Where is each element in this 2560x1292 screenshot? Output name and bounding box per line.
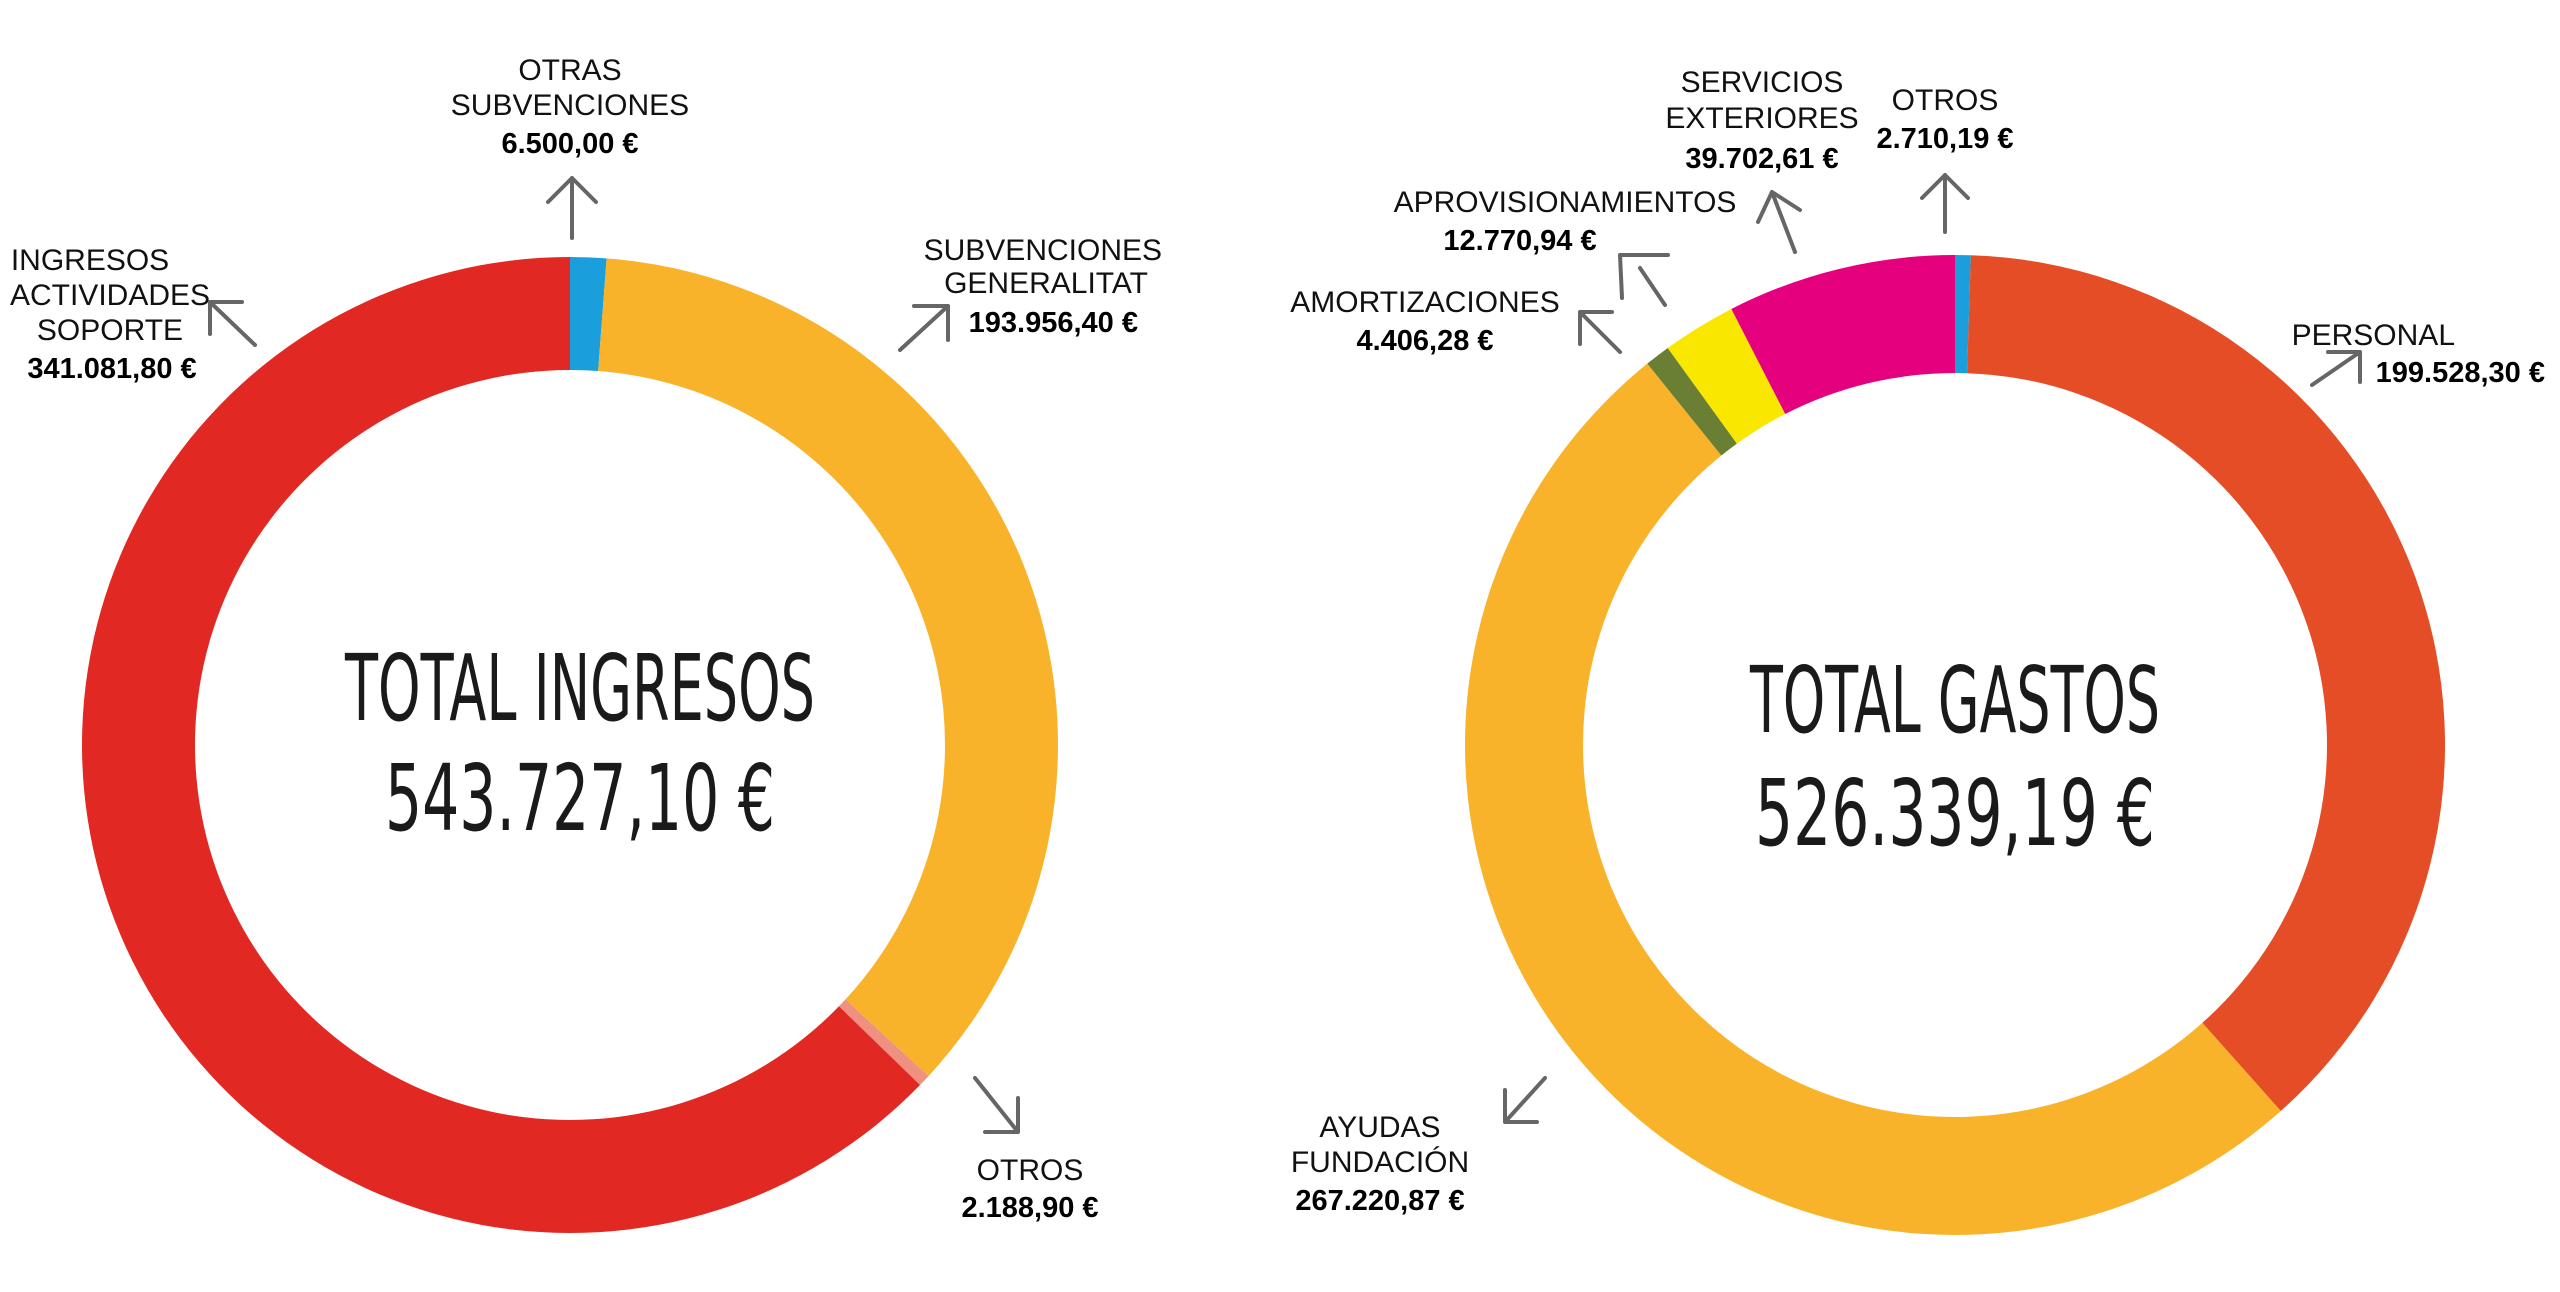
income-total-value: 543.727,10 € [385,745,775,852]
expenses-center-total: TOTAL GASTOS 526.339,19 € [1749,647,2160,867]
label-amortizaciones-line1: AMORTIZACIONES [1290,286,1559,319]
expenses-total-title: TOTAL GASTOS [1749,647,2160,754]
value-otros-income: 2.188,90 € [961,1192,1098,1224]
value-aprovisionamientos: 12.770,94 € [1443,225,1596,257]
label-subvenciones-generalitat-line1: SUBVENCIONES [924,234,1162,267]
label-ingresos-line3: SOPORTE [37,314,183,347]
arrow-up-left-icon [1578,310,1622,354]
income-total-title: TOTAL INGRESOS [344,635,815,742]
label-servicios-exteriores: SERVICIOS EXTERIORES 39.702,61 € [1665,66,1859,254]
label-otras-subvenciones: OTRAS SUBVENCIONES 6.500,00 € [451,54,689,240]
label-otras-subvenciones-line1: OTRAS [518,54,621,87]
label-otros-income-line1: OTROS [977,1154,1084,1187]
donut-slice-income-2 [838,999,929,1086]
label-ayudas-fundacion: AYUDAS FUNDACIÓN 267.220,87 € [1291,1076,1547,1217]
arrow-down-left-icon [1503,1076,1547,1124]
label-aprovisionamientos-line1: APROVISIONAMIENTOS [1394,186,1737,219]
income-slices [81,257,1058,1234]
label-servicios-line1: SERVICIOS [1681,66,1844,99]
value-servicios-exteriores: 39.702,61 € [1685,143,1838,175]
arrow-up-icon [1920,173,1970,234]
value-ayudas-fundacion: 267.220,87 € [1295,1185,1464,1217]
label-subvenciones-generalitat: SUBVENCIONES GENERALITAT 193.956,40 € [898,234,1162,352]
value-ingresos-actividades: 341.081,80 € [27,353,196,385]
expenses-slices [1464,255,2445,1235]
arrow-down-right-icon [973,1076,1020,1134]
arrow-up-icon [546,176,598,240]
label-subvenciones-generalitat-line2: GENERALITAT [944,267,1148,300]
label-otras-subvenciones-line2: SUBVENCIONES [451,89,689,122]
label-otros-expenses-line1: OTROS [1892,84,1999,117]
donut-slice-income-3 [81,257,921,1234]
arrow-up-left-icon [208,300,257,347]
label-personal: PERSONAL 199.528,30 € [2292,319,2545,389]
income-donut: TOTAL INGRESOS 543.727,10 € OTRAS SUBVEN… [10,54,1162,1234]
label-otros-expenses: OTROS 2.710,19 € [1876,84,2014,234]
expenses-total-value: 526.339,19 € [1755,760,2155,867]
donut-slice-expenses-5 [1731,255,1955,415]
arrow-up-right-icon [898,304,950,352]
value-otras-subvenciones: 6.500,00 € [501,128,638,160]
label-ayudas-line1: AYUDAS [1319,1111,1440,1144]
label-ingresos-actividades: INGRESOS ACTIVIDADES SOPORTE 341.081,80 … [10,244,257,385]
label-servicios-line2: EXTERIORES [1665,102,1858,135]
donut-slice-income-0 [570,257,607,372]
value-amortizaciones: 4.406,28 € [1356,325,1493,357]
arrow-up-left-icon [1618,253,1670,307]
expenses-donut: TOTAL GASTOS 526.339,19 € OTROS 2.710,19… [1290,66,2545,1235]
label-ingresos-line1: INGRESOS [11,244,169,277]
label-otros-income: OTROS 2.188,90 € [961,1076,1099,1224]
value-personal: 199.528,30 € [2376,357,2545,389]
donut-slice-expenses-3 [1647,348,1737,456]
label-ayudas-line2: FUNDACIÓN [1291,1146,1469,1179]
donut-slice-income-1 [598,258,1058,1077]
label-personal-line1: PERSONAL [2292,319,2455,352]
label-ingresos-line2: ACTIVIDADES [10,279,210,312]
label-amortizaciones: AMORTIZACIONES 4.406,28 € [1290,286,1622,357]
value-subvenciones-generalitat: 193.956,40 € [969,307,1138,339]
donut-slice-expenses-0 [1955,255,1971,374]
donut-slice-expenses-1 [1967,255,2445,1111]
arrow-up-right-icon [2310,350,2362,387]
value-otros-expenses: 2.710,19 € [1876,123,2013,155]
arrow-up-icon [1756,190,1802,254]
donut-slice-expenses-4 [1667,309,1786,444]
donut-slice-expenses-2 [1464,363,2281,1235]
income-center-total: TOTAL INGRESOS 543.727,10 € [344,635,815,852]
label-aprovisionamientos: APROVISIONAMIENTOS 12.770,94 € [1394,186,1737,307]
